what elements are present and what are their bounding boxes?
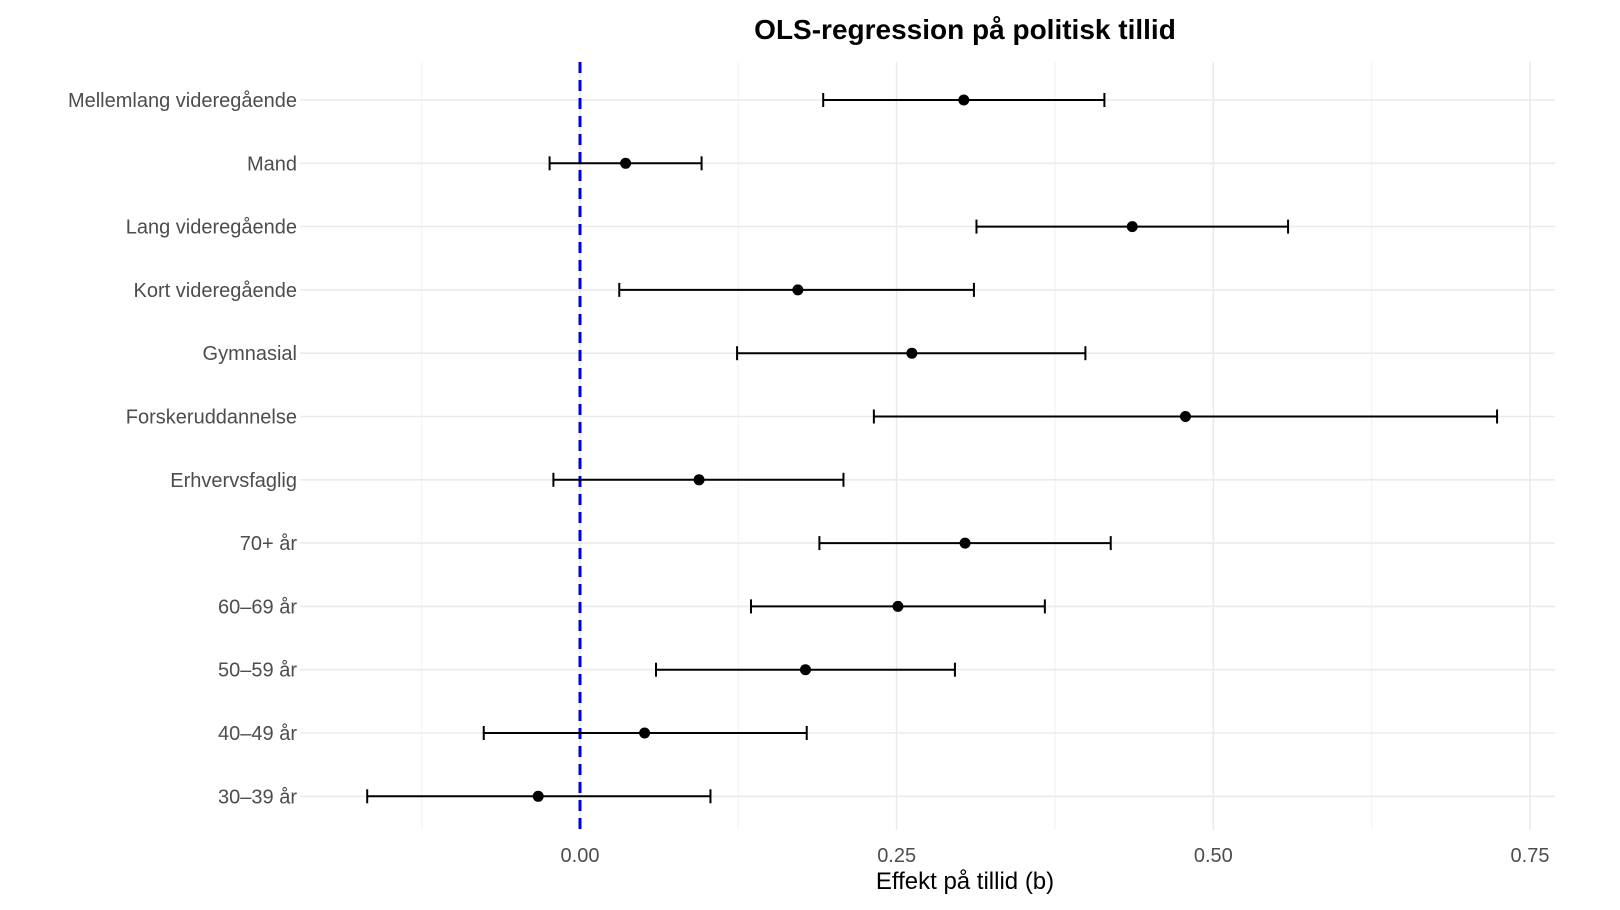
estimate-point [799,664,811,676]
marks-layer [366,93,1499,804]
estimate-point [532,790,544,802]
category-label: Gymnasial [203,343,297,365]
category-label: 70+ år [240,533,298,555]
x-tick-label: 0.75 [1511,845,1550,867]
estimate-point [1179,411,1191,422]
x-tick-label: 0.50 [1194,845,1233,867]
x-axis-label: Effekt på tillid (b) [875,868,1055,895]
estimate-point [892,600,904,612]
errorbar-row [872,409,1499,424]
errorbar-row [548,156,703,171]
category-label: 30–39 år [218,786,297,808]
category-label: 40–49 år [218,723,297,745]
errorbar-row [736,346,1087,361]
category-label: Kort videregående [134,280,297,302]
errorbar-row [822,93,1106,107]
x-axis-ticks: 0.00 0.25 0.50 0.75 [561,845,1550,867]
errorbar-row [975,219,1290,234]
category-label: Lang videregående [126,217,297,239]
x-tick-label: 0.25 [877,845,916,867]
estimate-point [1126,221,1138,233]
estimate-point [620,157,632,169]
errorbar-row [552,472,845,487]
errorbar-row [366,789,712,804]
category-label: Mellemlang videregående [68,90,297,112]
estimate-point [906,347,918,359]
category-label: Erhvervsfaglig [170,470,297,492]
estimate-point [959,537,971,549]
estimate-point [958,94,970,106]
errorbar-row [482,726,808,740]
category-label: 50–59 år [218,660,297,682]
errorbar-row [618,282,975,297]
y-axis-labels: Mellemlang videregående Mand Lang videregå… [68,90,297,808]
chart-title: OLS-regression på politisk tillid [754,14,1176,45]
grid-layer [300,62,1555,830]
category-label: 60–69 år [218,596,297,618]
estimate-point [693,474,705,486]
estimate-point [639,727,651,739]
errorbar-row [750,599,1046,614]
x-tick-label: 0.00 [561,845,600,867]
errorbar-row [818,536,1112,551]
estimate-point [792,284,804,296]
category-label: Mand [247,153,297,175]
errorbar-row [655,662,956,677]
category-label: Forskeruddannelse [126,407,297,429]
